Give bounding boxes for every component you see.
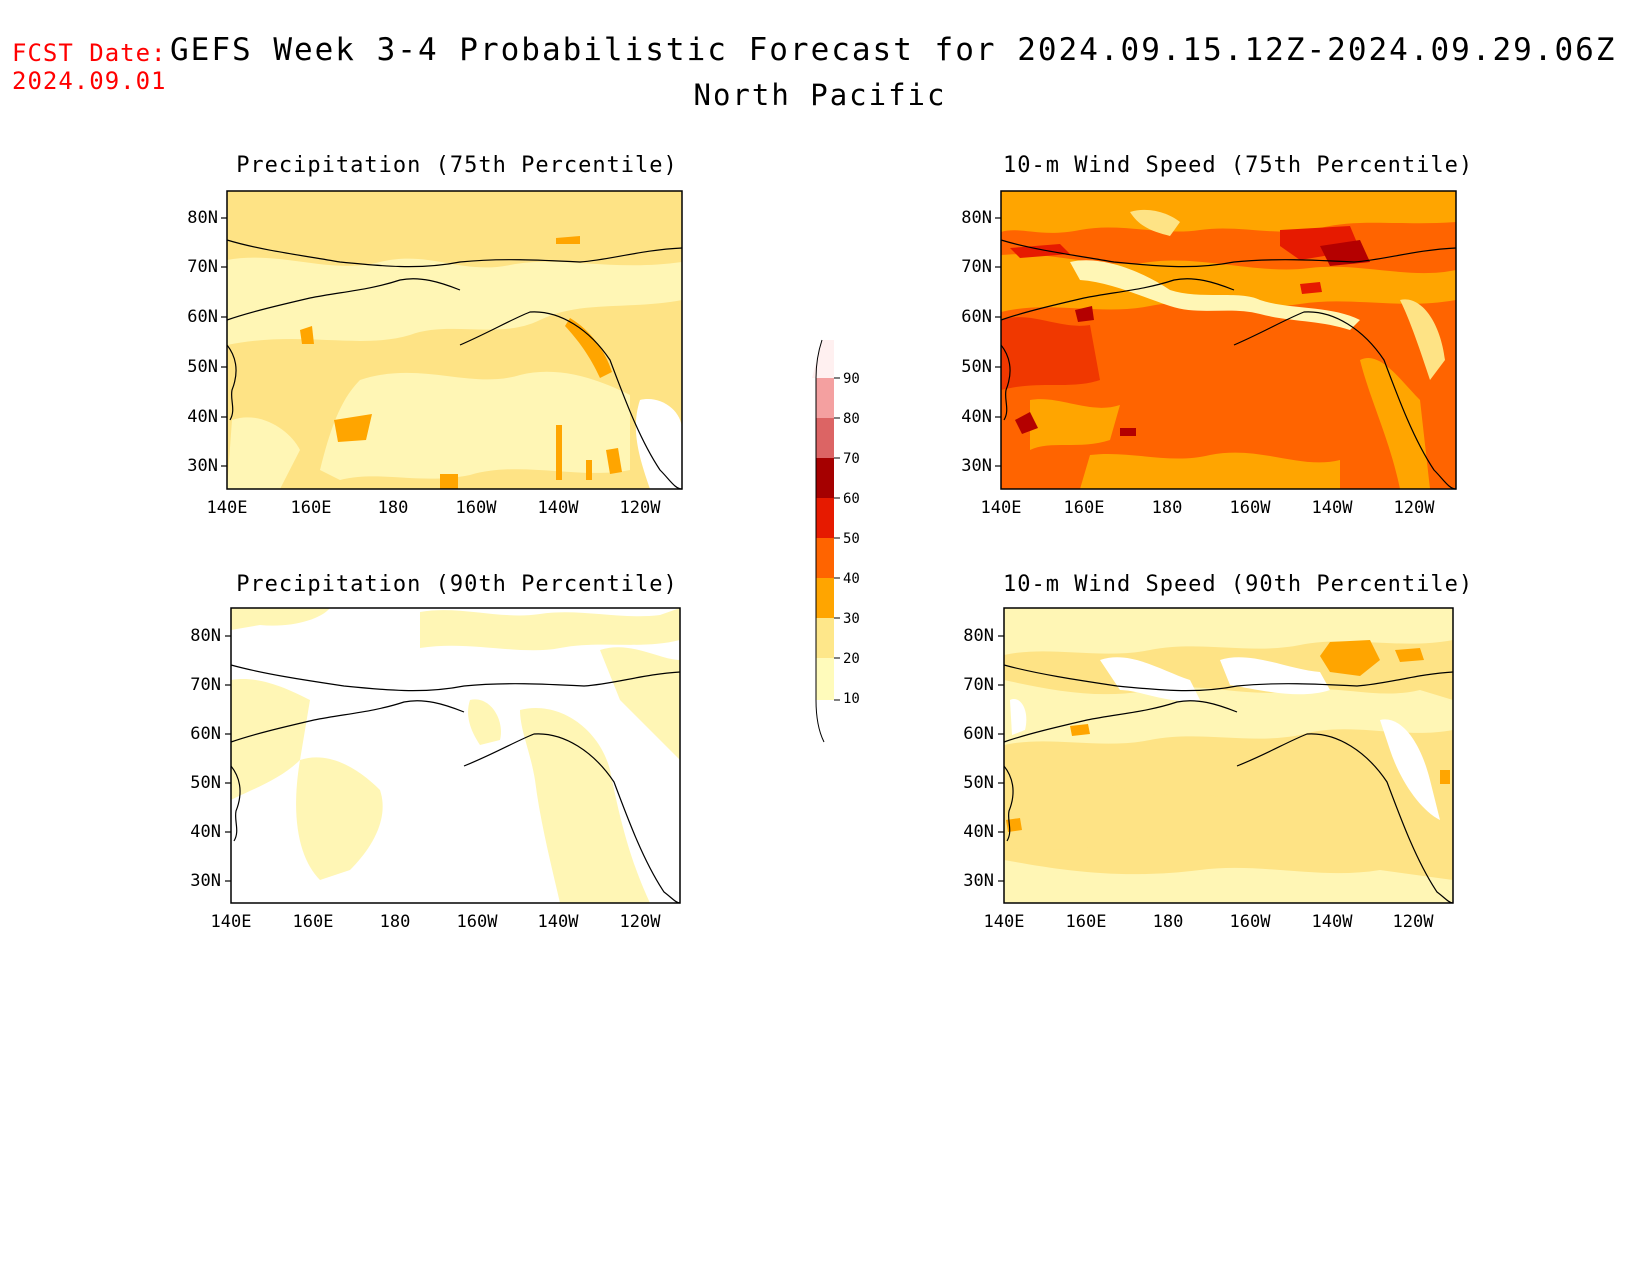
- lon-label: 140W: [1311, 912, 1353, 932]
- lat-label: 80N: [187, 208, 218, 228]
- panel-title-wind-90: 10-m Wind Speed (90th Percentile): [1003, 572, 1474, 597]
- lat-label: 60N: [961, 307, 992, 327]
- lon-label: 160E: [1065, 912, 1107, 932]
- colorbar-label: 20: [843, 651, 860, 667]
- lon-label: 160E: [290, 498, 332, 518]
- lat-label: 80N: [961, 208, 992, 228]
- colorbar-label: 80: [843, 411, 860, 427]
- map-precip-75: [226, 190, 683, 490]
- lat-label: 70N: [190, 675, 221, 695]
- lon-label: 180: [377, 498, 409, 518]
- lat-label: 30N: [961, 456, 992, 476]
- lon-label: 140E: [980, 498, 1022, 518]
- lon-label: 180: [1151, 498, 1183, 518]
- lon-label: 140W: [1311, 498, 1353, 518]
- lon-label: 160W: [1229, 912, 1271, 932]
- lon-label: 180: [1152, 912, 1184, 932]
- panel-title-wind-75: 10-m Wind Speed (75th Percentile): [1003, 153, 1474, 178]
- lat-label: 40N: [963, 822, 994, 842]
- lon-label: 180: [379, 912, 411, 932]
- map-wind-90: [1003, 607, 1454, 904]
- region-subtitle: North Pacific: [693, 78, 947, 112]
- lat-label: 40N: [187, 407, 218, 427]
- lon-label: 120W: [1393, 498, 1435, 518]
- lat-label: 50N: [963, 773, 994, 793]
- lon-label: 120W: [619, 498, 661, 518]
- lon-label: 140E: [210, 912, 252, 932]
- lat-label: 30N: [963, 871, 994, 891]
- map-wind-75: [1000, 190, 1457, 490]
- map-precip-90: [230, 607, 681, 904]
- lat-label: 50N: [187, 357, 218, 377]
- colorbar: [812, 339, 840, 743]
- fcst-date-value: 2024.09.01: [12, 67, 167, 95]
- lon-label: 120W: [619, 912, 661, 932]
- colorbar-label: 40: [843, 571, 860, 587]
- lon-label: 160W: [456, 912, 498, 932]
- lat-label: 70N: [963, 675, 994, 695]
- lat-label: 60N: [963, 724, 994, 744]
- lat-label: 80N: [190, 626, 221, 646]
- lon-label: 160W: [1229, 498, 1271, 518]
- lat-label: 50N: [961, 357, 992, 377]
- page-title: GEFS Week 3-4 Probabilistic Forecast for…: [170, 32, 1617, 68]
- coastlines: [226, 239, 1457, 904]
- colorbar-label: 60: [843, 491, 860, 507]
- lat-label: 70N: [187, 257, 218, 277]
- colorbar-label: 50: [843, 531, 860, 547]
- fcst-date-label: FCST Date:: [12, 39, 167, 67]
- lon-label: 140W: [537, 912, 579, 932]
- lat-label: 40N: [961, 407, 992, 427]
- lat-label: 80N: [963, 626, 994, 646]
- axis-ticks: [221, 217, 1004, 882]
- lat-label: 30N: [187, 456, 218, 476]
- lon-label: 140W: [537, 498, 579, 518]
- lat-label: 60N: [190, 724, 221, 744]
- lat-label: 50N: [190, 773, 221, 793]
- panel-title-precip-90: Precipitation (90th Percentile): [236, 572, 678, 597]
- lon-label: 160E: [292, 912, 334, 932]
- lon-label: 160W: [455, 498, 497, 518]
- lon-label: 140E: [206, 498, 248, 518]
- colorbar-label: 10: [843, 691, 860, 707]
- colorbar-label: 90: [843, 371, 860, 387]
- colorbar-label: 30: [843, 611, 860, 627]
- colorbar-label: 70: [843, 451, 860, 467]
- lat-label: 60N: [187, 307, 218, 327]
- lon-label: 140E: [983, 912, 1025, 932]
- lat-label: 40N: [190, 822, 221, 842]
- lon-label: 160E: [1063, 498, 1105, 518]
- lat-label: 70N: [961, 257, 992, 277]
- lon-label: 120W: [1392, 912, 1434, 932]
- panel-title-precip-75: Precipitation (75th Percentile): [236, 153, 678, 178]
- lat-label: 30N: [190, 871, 221, 891]
